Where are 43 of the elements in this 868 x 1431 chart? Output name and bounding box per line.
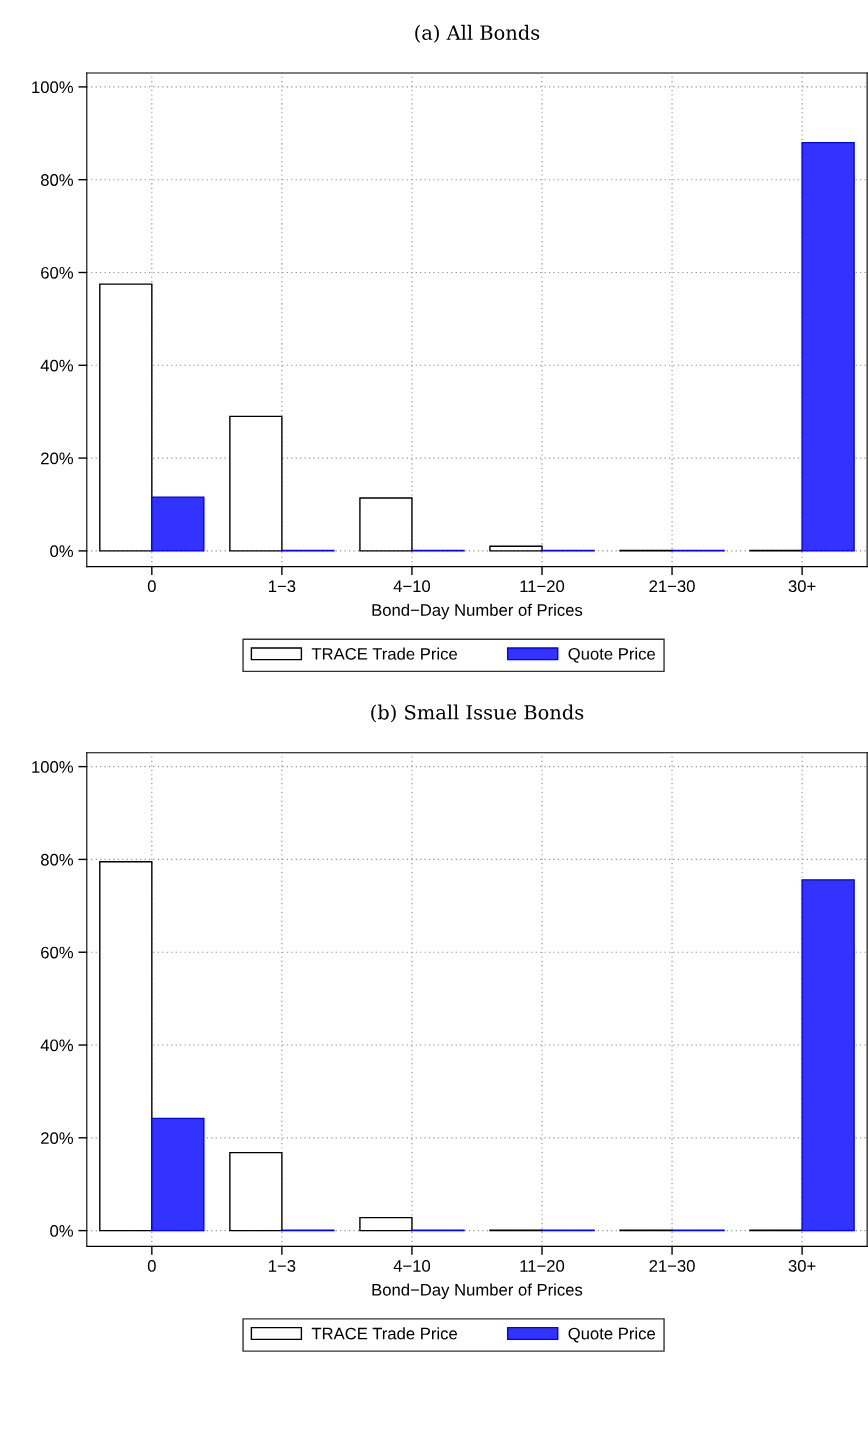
y-tick-label: 0% xyxy=(50,1225,74,1237)
y-tick-label: 80% xyxy=(40,853,74,866)
legend-label: Quote Price xyxy=(568,1327,655,1343)
x-tick-label: 21−30 xyxy=(649,1260,695,1272)
y-tick-label: 40% xyxy=(40,1039,74,1052)
y-tick-label: 20% xyxy=(41,452,74,465)
x-axis-title: Bond−Day Number of Prices xyxy=(372,1283,583,1299)
x-tick-label: 0 xyxy=(147,580,156,593)
bar xyxy=(359,497,413,552)
x-tick-label: 0 xyxy=(147,1260,156,1272)
bar xyxy=(801,879,855,1232)
x-tick-label: 21−30 xyxy=(649,580,695,593)
y-tick-label: 60% xyxy=(41,946,74,959)
x-tick-label: 4−10 xyxy=(393,1260,431,1272)
bar xyxy=(359,1216,413,1232)
x-tick-label: 30+ xyxy=(788,580,816,593)
x-tick-label: 11−20 xyxy=(520,1260,565,1272)
y-tick-label: 40% xyxy=(40,359,74,372)
x-tick-label: 30+ xyxy=(788,1260,816,1272)
bar xyxy=(151,1117,205,1232)
y-tick-label: 0% xyxy=(50,545,74,558)
x-tick-label: 11−20 xyxy=(520,580,565,593)
chart-title: (a) All Bonds xyxy=(415,24,540,43)
chart-title: (b) Small Issue Bonds xyxy=(371,704,584,723)
bar xyxy=(99,861,153,1232)
bar xyxy=(229,1151,283,1232)
legend-label: TRACE Trade Price xyxy=(311,647,457,660)
bar xyxy=(151,496,205,552)
bar xyxy=(99,283,153,552)
legend-label: Quote Price xyxy=(568,647,655,663)
legend-label: TRACE Trade Price xyxy=(311,1327,457,1340)
y-tick-label: 20% xyxy=(41,1132,74,1145)
y-tick-label: 100% xyxy=(32,81,74,94)
x-tick-label: 1−3 xyxy=(269,1260,296,1272)
x-tick-label: 4−10 xyxy=(393,580,431,593)
bar xyxy=(801,141,855,552)
y-tick-label: 100% xyxy=(32,761,74,773)
bar xyxy=(489,545,543,552)
x-axis-title: Bond−Day Number of Prices xyxy=(372,603,583,620)
x-tick-label: 1−3 xyxy=(269,580,296,593)
y-tick-label: 80% xyxy=(40,174,74,186)
y-tick-label: 60% xyxy=(41,266,74,279)
bar xyxy=(229,415,283,552)
